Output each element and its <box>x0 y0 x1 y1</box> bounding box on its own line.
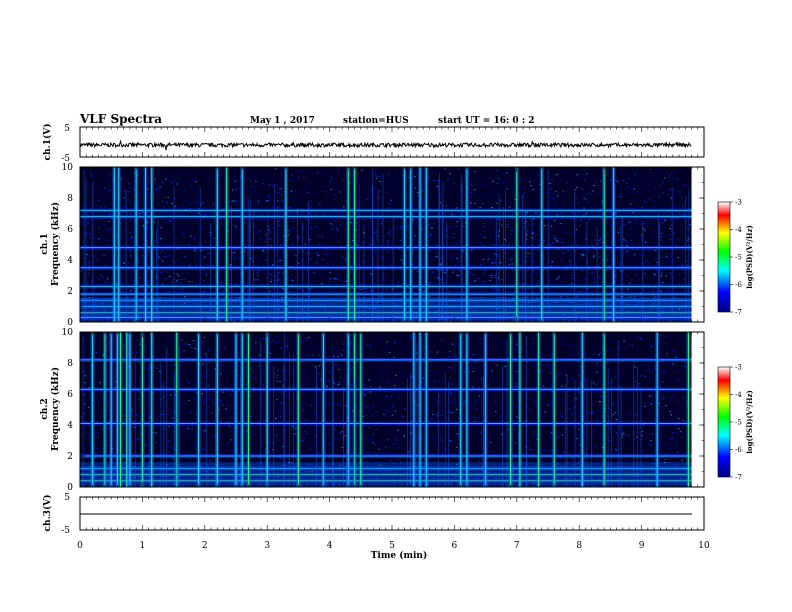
colorbar-tick-label: -5 <box>735 254 742 262</box>
ch1-waveform-panel: 5 -5 ch.1(V) <box>42 124 705 164</box>
station-label: station=HUS <box>343 116 409 126</box>
freq-tick-label: 8 <box>67 194 73 204</box>
colorbar-tick-label: -7 <box>735 309 742 317</box>
freq-tick-label: 4 <box>67 421 73 431</box>
ch2-colorbar: -3 -4 -5 -6 -7 log(PSD)(V²/Hz) <box>717 364 754 482</box>
ch1-waveform-trace <box>79 139 692 151</box>
freq-tick-label: 6 <box>67 225 73 235</box>
ch3-waveform-panel: 5 -5 ch.3(V) <box>42 493 705 536</box>
colorbar-tick-label: -6 <box>735 281 742 289</box>
ch2-colorbar-gradient <box>717 366 731 478</box>
ch1-spectrogram-background <box>80 167 704 322</box>
x-tick-label: 0 <box>77 541 83 551</box>
ch2-spectrogram-image <box>80 332 704 487</box>
freq-tick-label: 6 <box>67 390 73 400</box>
x-tick-label: 1 <box>140 541 146 551</box>
x-tick-label: 3 <box>264 541 270 551</box>
ch1-spectrogram-panel: ch.1 Frequency (kHz) 0 2 4 6 8 10 <box>40 163 705 328</box>
ch3-ytick-top: 5 <box>64 493 70 503</box>
ch2-colorbar-label: log(PSD)(V²/Hz) <box>745 390 754 454</box>
x-tick-label: 6 <box>452 541 458 551</box>
colorbar-tick-label: -4 <box>735 391 742 399</box>
ch2-spectrogram-panel: ch.2 Frequency (kHz) 0 2 4 6 8 10 <box>40 328 705 493</box>
ch2-spec-ylabel-2: Frequency (kHz) <box>50 367 61 451</box>
colorbar-tick-label: -7 <box>735 474 742 482</box>
date-label: May 1 , 2017 <box>250 116 315 126</box>
x-tick-label: 2 <box>202 541 208 551</box>
ch1-colorbar-gradient <box>717 201 731 313</box>
colorbar-tick-label: -3 <box>735 364 742 372</box>
freq-tick-label: 2 <box>67 452 73 462</box>
ch1-waveform-ylabel: ch.1(V) <box>42 124 53 161</box>
freq-tick-label: 0 <box>67 483 73 493</box>
freq-tick-label: 2 <box>67 287 73 297</box>
colorbar-tick-label: -3 <box>735 199 742 207</box>
freq-tick-label: 8 <box>67 359 73 369</box>
ch1-ytick-top: 5 <box>64 124 70 134</box>
ch1-colorbar-label: log(PSD)(V²/Hz) <box>745 225 754 289</box>
x-tick-label: 7 <box>514 541 520 551</box>
start-time-label: start UT = 16: 0 : 2 <box>438 116 535 126</box>
ch2-spec-ylabel-1: ch.2 <box>40 398 50 419</box>
colorbar-tick-label: -6 <box>735 446 742 454</box>
figure-title: VLF Spectra <box>79 112 162 126</box>
x-tick-label: 10 <box>698 541 710 551</box>
ch1-spec-ylabel-1: ch.1 <box>40 233 50 254</box>
ch1-spectrogram-image <box>80 167 704 322</box>
x-tick-label: 5 <box>389 541 395 551</box>
colorbar-tick-label: -5 <box>735 419 742 427</box>
x-tick-label: 8 <box>576 541 582 551</box>
x-axis-label: Time (min) <box>371 550 428 561</box>
ch3-waveform-ylabel: ch.3(V) <box>42 495 53 532</box>
freq-tick-label: 4 <box>67 256 73 266</box>
ch1-ytick-bottom: -5 <box>61 154 70 164</box>
freq-tick-label: 10 <box>62 328 74 338</box>
colorbar-tick-label: -4 <box>735 226 742 234</box>
freq-tick-label: 10 <box>62 163 74 173</box>
ch1-colorbar: -3 -4 -5 -6 -7 log(PSD)(V²/Hz) <box>717 199 754 317</box>
x-axis-ticks: 0 1 2 3 4 5 6 7 8 9 10 <box>77 127 710 551</box>
x-tick-label: 9 <box>639 541 645 551</box>
freq-tick-label: 0 <box>67 318 73 328</box>
x-tick-label: 4 <box>327 541 333 551</box>
ch1-spec-ylabel-2: Frequency (kHz) <box>50 202 61 286</box>
ch3-ytick-bottom: -5 <box>61 526 70 536</box>
